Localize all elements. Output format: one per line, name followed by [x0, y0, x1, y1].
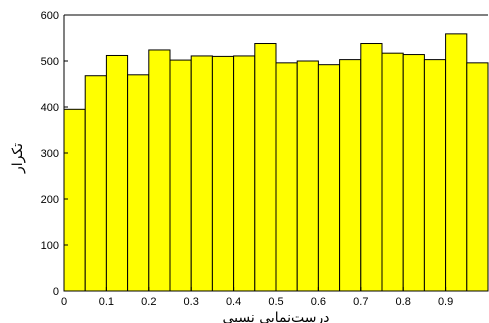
- histogram-bar: [148, 49, 171, 292]
- x-tick-label: 0.9: [438, 296, 453, 308]
- ticks-group: 0 100 200 300 400 500 600 0 0.1 0.2 0.3 0.4 0.5 0.6 0.…: [41, 10, 454, 308]
- histogram-bar: [296, 60, 319, 292]
- x-tick-label: 0.8: [396, 296, 411, 308]
- x-axis-label: درست‌نمایی نسبی: [222, 310, 329, 323]
- y-axis-label: تکرار: [10, 143, 26, 174]
- histogram-bar: [84, 75, 107, 292]
- x-tick-label: 0.4: [226, 296, 241, 308]
- x-tick-label: 0.5: [268, 296, 283, 308]
- histogram-bar: [190, 55, 213, 292]
- x-tick-label: 0.7: [353, 296, 368, 308]
- x-tick-label: 0.1: [99, 296, 114, 308]
- y-tick-label: 600: [41, 10, 59, 22]
- x-tick-label: 0: [61, 296, 67, 308]
- histogram-bar: [317, 64, 341, 292]
- y-tick-label: 400: [41, 102, 59, 114]
- histogram-bar: [127, 74, 150, 292]
- histogram-bar: [275, 62, 298, 292]
- histogram-bar: [211, 55, 235, 292]
- x-tick-label: 0.3: [184, 296, 199, 308]
- histogram-bar: [169, 59, 192, 292]
- y-tick-label: 0: [53, 286, 59, 298]
- histogram-bar: [63, 108, 86, 292]
- histogram-bar: [402, 54, 425, 292]
- histogram-bar: [105, 54, 129, 292]
- y-tick-label: 100: [41, 240, 59, 252]
- y-tick-label: 300: [41, 148, 59, 160]
- histogram-bar: [360, 43, 383, 292]
- histogram-bar: [466, 62, 489, 292]
- x-tick-label: 0.6: [311, 296, 326, 308]
- x-tick-label: 0.2: [141, 296, 156, 308]
- histogram-bar: [233, 55, 256, 292]
- histogram-bar: [445, 33, 468, 292]
- histogram-bar: [381, 52, 404, 292]
- histogram-bar: [423, 59, 447, 292]
- y-tick-label: 200: [41, 194, 59, 206]
- y-tick-label: 500: [41, 56, 59, 68]
- bars-group: [63, 33, 489, 292]
- histogram-bar: [254, 43, 277, 292]
- histogram-bar: [339, 59, 362, 292]
